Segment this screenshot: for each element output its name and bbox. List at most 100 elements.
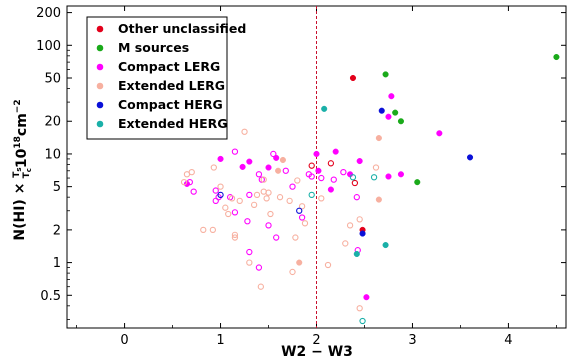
data-point — [244, 218, 251, 225]
data-point — [308, 191, 315, 199]
x-tick-label: 1 — [216, 333, 224, 348]
data-point — [275, 167, 282, 174]
y-tick-label: 20 — [44, 115, 61, 130]
data-point — [340, 168, 347, 176]
data-point — [267, 210, 274, 218]
data-point — [330, 176, 337, 183]
data-point — [318, 195, 325, 202]
legend-label: Other unclassified — [118, 21, 246, 36]
data-point — [327, 186, 334, 193]
data-point — [342, 240, 349, 247]
y-axis-label-frac-num: T — [12, 171, 22, 178]
data-point — [351, 179, 359, 187]
data-point — [212, 197, 219, 205]
data-point — [231, 234, 239, 241]
data-point — [346, 222, 354, 229]
data-point — [359, 230, 366, 237]
data-point — [294, 177, 301, 184]
data-point — [200, 226, 207, 234]
data-point — [258, 176, 265, 183]
data-point — [332, 148, 339, 155]
legend-marker — [96, 82, 104, 90]
data-point — [385, 113, 392, 120]
data-point — [392, 109, 399, 116]
y-tick-label: 200 — [36, 6, 61, 21]
data-point — [388, 93, 395, 100]
data-point — [209, 226, 217, 234]
data-point — [349, 174, 357, 181]
data-point — [260, 176, 267, 183]
y-axis-label: N(HI) × TsTc1018cm−2 — [12, 99, 33, 240]
data-point — [273, 234, 280, 241]
data-point — [315, 167, 322, 174]
svg-text:N(HI) × TsTc1018cm−2: N(HI) × TsTc1018cm−2 — [12, 99, 33, 240]
legend-label: Extended HERG — [118, 116, 228, 131]
data-point — [372, 164, 380, 171]
data-point — [356, 158, 363, 165]
legend-marker — [96, 44, 104, 52]
y-tick-label: 50 — [44, 72, 61, 87]
data-point — [296, 207, 303, 214]
data-point — [292, 234, 299, 241]
data-point — [265, 222, 272, 229]
y-axis-label-frac-num-sub: s — [15, 167, 23, 171]
data-point — [466, 154, 474, 161]
data-point — [356, 305, 363, 312]
data-point — [382, 71, 389, 78]
data-point — [282, 167, 289, 174]
data-point — [246, 248, 253, 256]
data-point — [246, 191, 253, 199]
data-point — [241, 128, 248, 135]
data-point — [250, 201, 258, 208]
data-point — [231, 231, 239, 239]
data-point — [246, 158, 253, 165]
data-point — [305, 171, 312, 178]
data-point — [270, 150, 277, 158]
data-point — [318, 174, 325, 182]
x-tick-label: 3 — [408, 333, 416, 348]
y-tick-label: 2 — [53, 223, 61, 238]
legend-label: Compact LERG — [118, 59, 220, 74]
data-point — [378, 107, 385, 114]
data-point — [296, 259, 303, 266]
data-point — [253, 191, 261, 199]
data-point — [308, 162, 315, 169]
y-axis-label-frac-den-sub: c — [25, 168, 33, 172]
data-point — [363, 294, 370, 301]
legend-label: Compact HERG — [118, 97, 223, 112]
y-axis-label-main: N(HI) × — [12, 178, 28, 241]
data-point — [180, 179, 188, 186]
data-point — [222, 204, 229, 211]
x-tick-label: 2 — [312, 333, 320, 348]
data-point — [188, 168, 195, 176]
data-point — [301, 220, 309, 227]
data-point — [356, 216, 363, 223]
x-axis-label: W2 − W3 — [281, 344, 353, 360]
data-point — [186, 179, 193, 186]
legend-marker — [96, 120, 104, 128]
y-tick-label: 100 — [36, 39, 61, 54]
ticks-layer: 0 1 2 3 4 0.5 1 2 5 10 20 50 100 200 — [36, 6, 566, 348]
data-point — [414, 179, 421, 186]
data-point — [190, 188, 197, 195]
data-point — [217, 155, 224, 162]
y-axis-label-exp2: −2 — [13, 99, 23, 113]
data-point — [298, 203, 306, 210]
data-point — [265, 189, 272, 196]
data-point — [313, 150, 320, 157]
data-point — [385, 173, 392, 180]
data-point — [210, 164, 217, 171]
data-point — [217, 183, 224, 190]
data-point — [228, 195, 236, 202]
data-point — [353, 194, 360, 201]
data-point — [370, 174, 378, 181]
data-point — [324, 261, 332, 269]
data-point — [436, 130, 443, 137]
data-point — [359, 317, 366, 325]
data-point — [553, 53, 560, 61]
data-point — [236, 197, 243, 205]
legend-label: Extended LERG — [118, 78, 225, 93]
data-point — [217, 191, 224, 199]
data-point — [397, 118, 404, 125]
